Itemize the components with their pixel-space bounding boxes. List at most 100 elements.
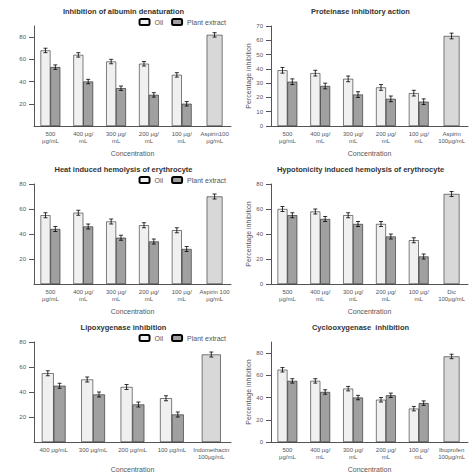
svg-text:400 μg/mL: 400 μg/mL [39, 447, 68, 453]
svg-text:mL: mL [79, 296, 88, 302]
svg-text:20: 20 [19, 256, 26, 262]
svg-text:0: 0 [260, 123, 264, 129]
svg-text:500: 500 [282, 447, 293, 453]
svg-text:mL: mL [415, 296, 424, 302]
svg-text:400 μg/: 400 μg/ [73, 289, 93, 295]
svg-text:100μg/mL: 100μg/mL [438, 454, 465, 460]
svg-text:Lipoxygenase inhibition: Lipoxygenase inhibition [81, 323, 167, 332]
svg-text:mL: mL [349, 454, 358, 460]
svg-text:Concentration: Concentration [348, 308, 392, 315]
svg-text:Dic: Dic [447, 289, 456, 295]
svg-text:Percentage inhibition: Percentage inhibition [245, 359, 253, 424]
svg-text:mL: mL [349, 138, 358, 144]
svg-text:mL: mL [316, 296, 325, 302]
svg-text:20: 20 [256, 256, 263, 262]
svg-text:0: 0 [260, 281, 264, 287]
svg-text:μg/mL: μg/mL [42, 296, 59, 302]
svg-text:200 μg/mL: 200 μg/mL [118, 447, 147, 453]
svg-text:300 μg/: 300 μg/ [343, 289, 363, 295]
svg-text:60: 60 [19, 56, 26, 62]
svg-text:mL: mL [415, 454, 424, 460]
svg-text:60: 60 [256, 206, 263, 212]
svg-text:60: 60 [19, 364, 26, 370]
svg-text:100μg/mL: 100μg/mL [198, 454, 225, 460]
svg-text:Oil: Oil [155, 177, 164, 184]
svg-text:μg/mL: μg/mL [206, 138, 223, 144]
svg-text:20: 20 [256, 417, 263, 423]
svg-text:mL: mL [112, 296, 121, 302]
svg-text:200 μg/: 200 μg/ [376, 289, 396, 295]
svg-text:Oil: Oil [155, 19, 164, 26]
svg-text:mL: mL [349, 296, 358, 302]
svg-text:10: 10 [256, 109, 263, 115]
svg-text:Cyclooxygenase inhibition: Cyclooxygenase inhibition [312, 323, 410, 332]
svg-text:400 μg/: 400 μg/ [310, 131, 330, 137]
svg-text:40: 40 [256, 66, 263, 72]
svg-text:80: 80 [19, 339, 26, 345]
svg-text:100 μg/: 100 μg/ [172, 289, 192, 295]
svg-text:100 μg/: 100 μg/ [409, 447, 429, 453]
svg-text:200 μg/: 200 μg/ [139, 131, 159, 137]
svg-text:mL: mL [79, 138, 88, 144]
svg-text:500: 500 [45, 131, 56, 137]
svg-text:Plant extract: Plant extract [187, 19, 226, 26]
svg-text:40: 40 [19, 231, 26, 237]
svg-text:mL: mL [145, 138, 154, 144]
svg-text:μg/mL: μg/mL [206, 296, 223, 302]
svg-text:mL: mL [316, 138, 325, 144]
svg-text:200 μg/: 200 μg/ [376, 131, 396, 137]
svg-text:500: 500 [282, 289, 293, 295]
svg-text:Percentage inhibition: Percentage inhibition [245, 201, 253, 266]
svg-text:40: 40 [256, 395, 263, 401]
svg-text:Aspirin: Aspirin [442, 131, 460, 137]
svg-text:30: 30 [256, 80, 263, 86]
svg-text:mL: mL [112, 138, 121, 144]
svg-text:400 μg/: 400 μg/ [73, 131, 93, 137]
svg-text:80: 80 [256, 181, 263, 187]
svg-text:80: 80 [19, 34, 26, 40]
svg-text:200 μg/: 200 μg/ [376, 447, 396, 453]
svg-text:300 μg/mL: 300 μg/mL [79, 447, 108, 453]
svg-text:μg/mL: μg/mL [42, 138, 59, 144]
svg-text:500: 500 [282, 131, 293, 137]
svg-text:300 μg/: 300 μg/ [343, 447, 363, 453]
svg-text:80: 80 [256, 350, 263, 356]
svg-text:mL: mL [415, 138, 424, 144]
svg-text:60: 60 [19, 206, 26, 212]
svg-text:Concentration: Concentration [111, 150, 155, 157]
svg-text:Heat induced hemolysis of eryt: Heat induced hemolysis of erythrocyte [55, 165, 193, 174]
svg-text:100 μg/: 100 μg/ [409, 289, 429, 295]
svg-text:mL: mL [178, 138, 187, 144]
svg-text:μg/mL: μg/mL [279, 296, 296, 302]
svg-text:Plant extract: Plant extract [187, 177, 226, 184]
svg-text:500: 500 [45, 289, 56, 295]
svg-text:40: 40 [19, 389, 26, 395]
svg-text:60: 60 [256, 372, 263, 378]
svg-text:Indomethacin: Indomethacin [193, 447, 229, 453]
svg-text:60: 60 [256, 37, 263, 43]
svg-text:mL: mL [382, 296, 391, 302]
svg-text:mL: mL [382, 138, 391, 144]
svg-text:μg/mL: μg/mL [279, 454, 296, 460]
svg-text:Inhibition of albumin denatura: Inhibition of albumin denaturation [63, 7, 185, 16]
svg-text:20: 20 [19, 414, 26, 420]
svg-text:300 μg/: 300 μg/ [106, 131, 126, 137]
svg-text:100μg/mL: 100μg/mL [438, 138, 465, 144]
svg-text:100 μg/: 100 μg/ [172, 131, 192, 137]
svg-text:μg/mL: μg/mL [279, 138, 296, 144]
svg-text:0: 0 [260, 439, 264, 445]
svg-text:40: 40 [19, 79, 26, 85]
svg-text:20: 20 [19, 101, 26, 107]
svg-text:mL: mL [316, 454, 325, 460]
svg-text:20: 20 [256, 94, 263, 100]
svg-text:40: 40 [256, 231, 263, 237]
svg-text:70: 70 [256, 23, 263, 29]
svg-text:mL: mL [382, 454, 391, 460]
svg-text:mL: mL [178, 296, 187, 302]
svg-text:Concentration: Concentration [111, 466, 155, 473]
svg-text:Proteinase inhibitory action: Proteinase inhibitory action [311, 7, 410, 16]
svg-text:Hypotonicity induced hemolysis: Hypotonicity induced hemolysis of erythr… [277, 165, 444, 174]
svg-text:50: 50 [256, 52, 263, 58]
svg-text:200 μg/: 200 μg/ [139, 289, 159, 295]
svg-text:300 μg/: 300 μg/ [106, 289, 126, 295]
